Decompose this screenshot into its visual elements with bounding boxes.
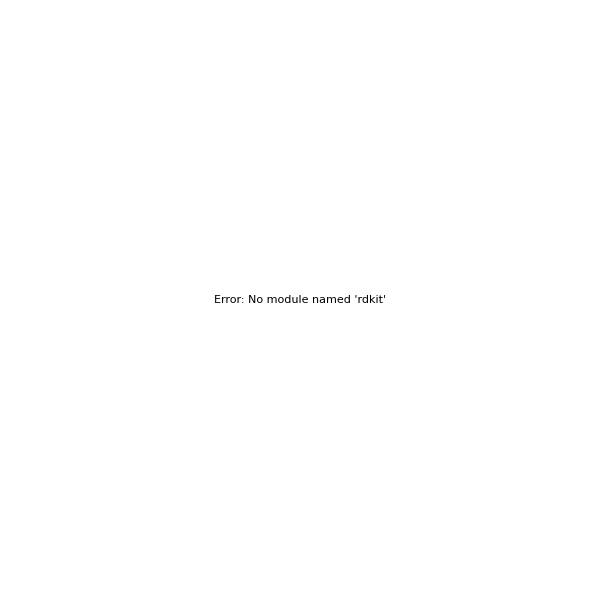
Text: Error: No module named 'rdkit': Error: No module named 'rdkit'	[214, 295, 386, 305]
